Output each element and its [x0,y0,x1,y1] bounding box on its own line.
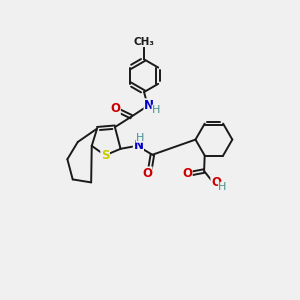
Text: H: H [136,133,144,142]
Text: N: N [134,139,143,152]
Text: H: H [218,182,227,192]
Text: N: N [144,99,154,112]
Text: H: H [152,105,160,115]
Text: O: O [211,176,221,189]
Text: CH₃: CH₃ [134,37,154,46]
Text: O: O [142,167,152,180]
Text: O: O [182,167,192,180]
Text: S: S [101,149,110,162]
Text: O: O [110,103,120,116]
